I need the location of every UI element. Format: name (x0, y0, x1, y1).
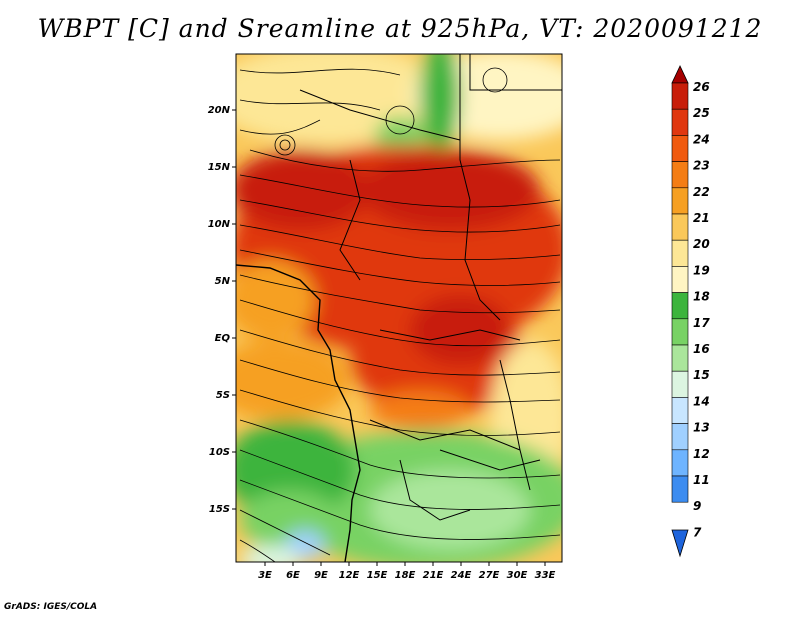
lon-label-18e: 18E (395, 570, 416, 581)
lat-axis: 20N 15N 10N 5N EQ 5S 10S 15S (208, 105, 231, 515)
colorbar-cell (671, 161, 689, 189)
colorbar-label: 26 (693, 80, 710, 94)
colorbar-label: 9 (693, 499, 701, 513)
colorbar-cell (671, 108, 689, 136)
colorbar-label: 24 (693, 132, 710, 146)
streamlines (239, 67, 561, 562)
colorbar-label: 23 (693, 159, 710, 173)
lon-ticks (264, 562, 546, 566)
lon-label-21e: 21E (423, 570, 444, 581)
wbpt-shading (236, 54, 562, 562)
colorbar-cell (671, 135, 689, 162)
colorbar-cell (671, 292, 689, 320)
colorbar-cell (671, 475, 689, 503)
grads-credit: GrADS: IGES/COLA (4, 602, 98, 612)
colorbar-cell (671, 344, 689, 372)
colorbar-cell (671, 318, 689, 346)
colorbar-label: 17 (693, 316, 710, 330)
colorbar-cell (671, 449, 689, 477)
lon-label-6e: 6E (286, 570, 300, 581)
lon-label-30e: 30E (507, 570, 528, 581)
colorbar-cell (671, 266, 689, 293)
colorbar-label: 11 (693, 473, 710, 487)
colorbar-cell (671, 213, 689, 241)
lat-label-15s: 15S (209, 504, 230, 515)
lon-label-27e: 27E (479, 570, 500, 581)
colorbar-label: 12 (693, 447, 710, 461)
colorbar-label: 19 (693, 263, 710, 277)
colorbar-label: 18 (693, 290, 710, 304)
lat-label-5s: 5S (216, 390, 230, 401)
colorbar-cell (671, 187, 689, 215)
colorbar-cell (671, 82, 689, 110)
lon-label-3e: 3E (258, 570, 272, 581)
lon-label-24e: 24E (451, 570, 472, 581)
colorbar-label: 15 (693, 368, 710, 382)
colorbar-top-arrow (671, 65, 689, 84)
colorbar-bottom-arrow (671, 529, 689, 558)
lat-label-10n: 10N (208, 219, 231, 230)
lat-ticks (232, 109, 236, 510)
colorbar-label: 16 (693, 342, 710, 356)
colorbar-label: 21 (693, 211, 710, 225)
lat-label-5n: 5N (215, 276, 231, 287)
colorbar-label: 22 (693, 185, 710, 199)
lon-label-33e: 33E (535, 570, 556, 581)
colorbar-label: 20 (693, 237, 710, 251)
lon-axis: 3E 6E 9E 12E 15E 18E 21E 24E 27E 30E 33E (258, 570, 555, 581)
colorbar-label: 7 (693, 525, 702, 539)
colorbar-label: 25 (693, 106, 710, 120)
lat-label-15n: 15N (208, 162, 231, 173)
colorbar-cell (671, 239, 689, 267)
lat-label-20n: 20N (208, 105, 231, 116)
lon-label-15e: 15E (367, 570, 388, 581)
colorbar-cell (671, 423, 689, 451)
country-borders (236, 54, 562, 562)
colorbar-cell (671, 370, 689, 398)
colorbar-label: 14 (693, 394, 710, 408)
plot-frame (235, 53, 563, 563)
colorbar: 26 25 24 23 22 21 20 19 18 17 16 15 14 13 12 11 9 7 (671, 65, 710, 558)
map-title: WBPT [C] and Sreamline at 925hPa, VT: 20… (37, 14, 763, 43)
colorbar-cell (671, 397, 689, 424)
lat-label-10s: 10S (209, 447, 230, 458)
colorbar-label: 13 (693, 421, 710, 435)
lon-label-9e: 9E (314, 570, 328, 581)
lon-label-12e: 12E (339, 570, 360, 581)
lat-label-eq: EQ (215, 333, 231, 344)
